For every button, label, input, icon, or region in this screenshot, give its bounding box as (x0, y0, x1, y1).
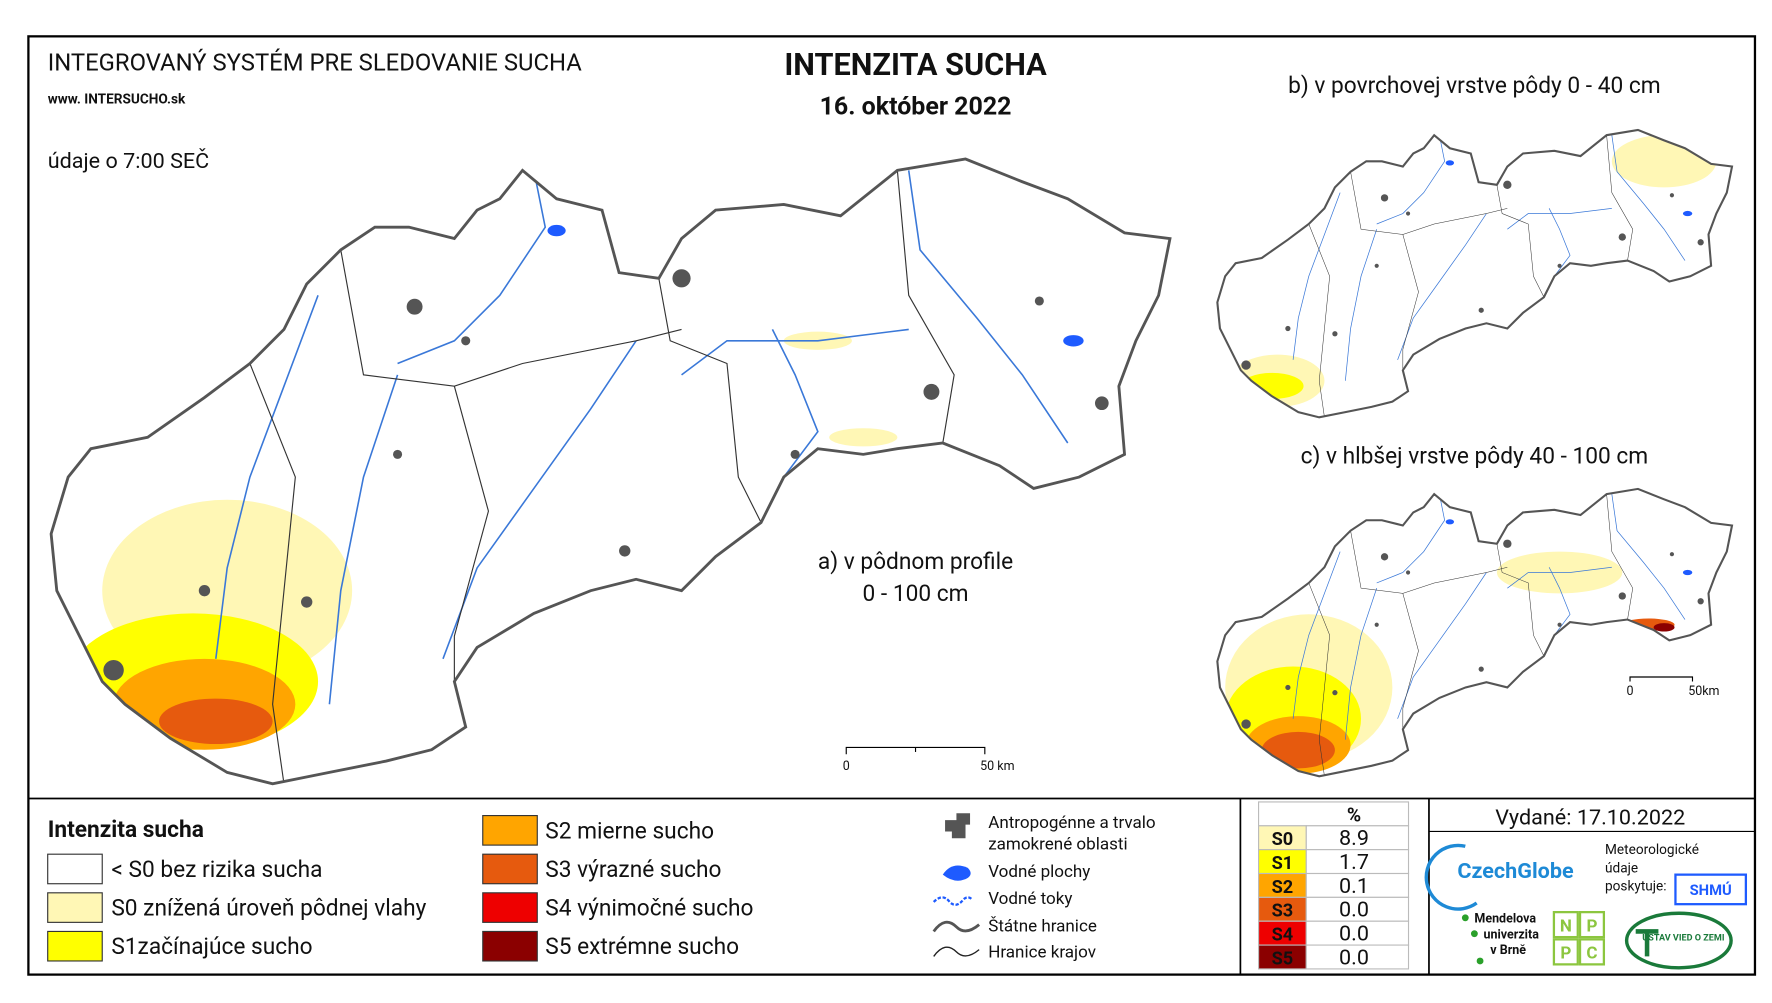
scale-bar (1629, 676, 1694, 682)
legend-label: S0 znížená úroveň pôdnej vlahy (111, 895, 426, 922)
uvz-text: ÚSTAV VIED O ZEMI (1642, 932, 1724, 944)
table-value: 0.1 (1339, 874, 1369, 899)
meteo-text: Meteorologické (1605, 842, 1699, 858)
legend-label: S3 výrazné sucho (545, 856, 721, 883)
nppc-letter: P (1586, 916, 1597, 936)
symbol-label: Hranice krajov (988, 943, 1096, 963)
table-value: 0.0 (1339, 898, 1369, 923)
table-code: S0 (1272, 829, 1294, 850)
table-code: S4 (1272, 925, 1294, 946)
symbol-label: Antropogénne a trvalo (988, 813, 1155, 833)
map-c (1216, 487, 1734, 778)
mendel-text: Mendelova (1474, 911, 1536, 926)
legend-swatch (482, 930, 538, 962)
table-code: S2 (1272, 877, 1294, 898)
legend-label: S1začínajúce sucho (111, 933, 312, 960)
table-code: S1 (1272, 853, 1294, 874)
time-note: údaje o 7:00 SEČ (48, 147, 210, 174)
legend-swatch (47, 853, 103, 885)
legend-title: Intenzita sucha (48, 816, 204, 843)
meteo-text: údaje (1605, 860, 1638, 876)
legend-swatch (482, 815, 538, 846)
map-a (49, 157, 1172, 786)
legend-swatch (482, 853, 538, 885)
nppc-cell (1578, 938, 1606, 966)
scale-label: 0 (1626, 684, 1633, 699)
nppc-cell (1552, 910, 1579, 939)
table-cell (1305, 944, 1410, 970)
scale-label: 0 (843, 759, 850, 774)
map-c-label: c) v hlbšej vrstve pôdy 40 - 100 cm (1301, 442, 1649, 469)
legend-label: < S0 bez rizika sucha (111, 856, 322, 883)
map-a-label: a) v pôdnom profile (818, 548, 1013, 575)
title: INTENZITA SUCHA (784, 48, 1047, 83)
table-code: S3 (1272, 901, 1294, 922)
system-name: INTEGROVANÝ SYSTÉM PRE SLEDOVANIE SUCHA (48, 48, 582, 76)
scale-bar (845, 746, 986, 755)
czechglobe-text: CzechGlobe (1457, 859, 1574, 884)
table-value: 1.7 (1339, 850, 1369, 875)
nppc-cell (1578, 910, 1606, 939)
nppc-letter: P (1560, 944, 1571, 964)
mendel-dots (1461, 914, 1484, 965)
symbol-label: zamokrené oblasti (988, 835, 1127, 855)
scale-label: 50km (1688, 684, 1719, 699)
url: www. INTERSUCHO.sk (48, 91, 186, 107)
uvz-logo (1624, 911, 1733, 970)
legend-swatch (47, 930, 103, 962)
table-value: 0.0 (1339, 945, 1369, 970)
legend-label: S5 extrémne sucho (545, 933, 739, 960)
symbol-legend (932, 813, 981, 957)
nppc-letter: C (1586, 944, 1597, 964)
scale-label: 50 km (980, 759, 1014, 774)
nppc-cell (1552, 938, 1579, 966)
meteo-text: poskytuje: (1605, 879, 1667, 895)
map-b-label: b) v povrchovej vrstve pôdy 0 - 40 cm (1288, 72, 1661, 99)
nppc-logo: N PP C (1552, 910, 1606, 966)
table-value: 0.0 (1339, 922, 1369, 947)
table-value: 8.9 (1339, 826, 1369, 851)
percent-table: S0 8.9 S1 1.7 S2 0.1 S3 0.0 S4 0.0 S5 0.0 (1258, 801, 1410, 970)
table-header: % (1347, 803, 1361, 826)
czechglobe-logo (1424, 843, 1478, 911)
legend-label: S4 výnimočné sucho (545, 895, 753, 922)
mendel-text: v Brně (1490, 943, 1526, 958)
shmu-logo (1674, 873, 1748, 906)
legend-swatch (47, 892, 103, 923)
symbol-label: Vodné toky (988, 889, 1072, 909)
nppc-letter: N (1560, 916, 1572, 936)
mendel-text: univerzita (1483, 927, 1539, 942)
legend-label: S2 mierne sucho (545, 817, 714, 844)
symbol-label: Vodné plochy (988, 862, 1090, 882)
table-code: S5 (1272, 948, 1294, 969)
map-a-label: 0 - 100 cm (863, 580, 969, 607)
legend: < S0 bez rizika sucha S0 znížená úroveň p… (47, 815, 753, 962)
legend-swatch (482, 892, 538, 923)
issued-date: Vydané: 17.10.2022 (1495, 806, 1685, 831)
date: 16. október 2022 (820, 93, 1012, 122)
shmu-text: SHMÚ (1690, 881, 1732, 899)
symbol-label: Štátne hranice (988, 915, 1097, 936)
